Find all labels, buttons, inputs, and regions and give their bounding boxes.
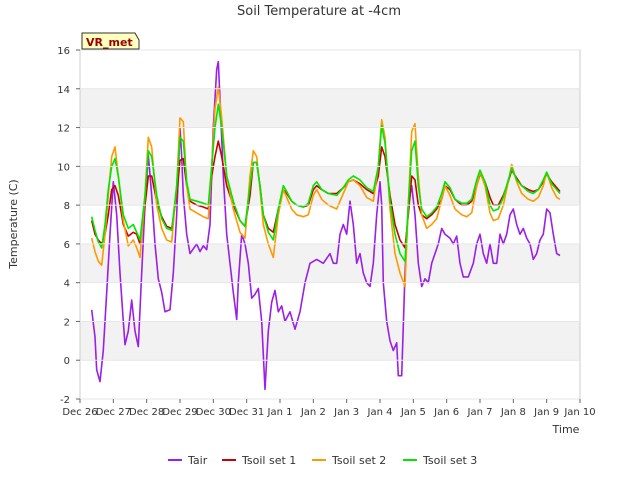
series-line-tair [90,60,561,391]
x-tick-label: Jan 9 [533,407,559,418]
x-tick-label: Jan 4 [367,407,393,418]
x-tick-label: Jan 3 [333,407,359,418]
band [80,88,580,128]
x-axis-label: Time [552,423,580,436]
x-tick-label: Jan 2 [300,407,326,418]
x-tick-label: Jan 1 [267,407,293,418]
y-tick-label: 4 [64,279,70,290]
x-tick-label: Dec 28 [129,407,164,418]
series-line-tsoil-set-3 [90,103,561,263]
badge-label: VR_met [86,36,133,49]
vr-met-badge: VR_met [81,32,140,50]
y-axis: -2 0 2 4 6 8 10 12 14 16 [57,46,580,406]
x-tick-label: Jan 7 [467,407,493,418]
y-tick-label: 0 [64,356,70,367]
x-tick-label: Dec 30 [196,407,231,418]
legend-label-tsoil-set-1: Tsoil set 1 [241,454,296,467]
y-tick-label: -2 [60,395,70,406]
legend: Tair Tsoil set 1 Tsoil set 2 Tsoil set 3 [168,454,477,467]
band [80,166,580,206]
chart-title: Soil Temperature at -4cm [237,4,401,19]
x-tick-label: Jan 8 [500,407,526,418]
legend-label-tsoil-set-2: Tsoil set 2 [331,454,386,467]
y-tick-label: 2 [64,317,70,328]
y-tick-label: 6 [64,240,70,251]
x-tick-label: Dec 26 [62,407,97,418]
x-tick-label: Jan 10 [563,407,595,418]
y-axis-label: Temperature (C) [7,179,20,269]
x-tick-label: Dec 31 [229,407,264,418]
x-tick-label: Jan 5 [400,407,426,418]
legend-label-tsoil-set-3: Tsoil set 3 [422,454,477,467]
y-tick-label: 8 [64,201,70,212]
plot-background-bands [80,50,580,399]
legend-label-tair: Tair [187,454,208,467]
x-tick-label: Dec 27 [96,407,131,418]
y-tick-label: 14 [57,85,70,96]
x-tick-label: Dec 29 [162,407,197,418]
y-tick-label: 12 [57,124,70,135]
x-tick-label: Jan 6 [433,407,459,418]
band [80,321,580,361]
y-tick-label: 16 [57,46,70,57]
y-tick-label: 10 [57,162,70,173]
